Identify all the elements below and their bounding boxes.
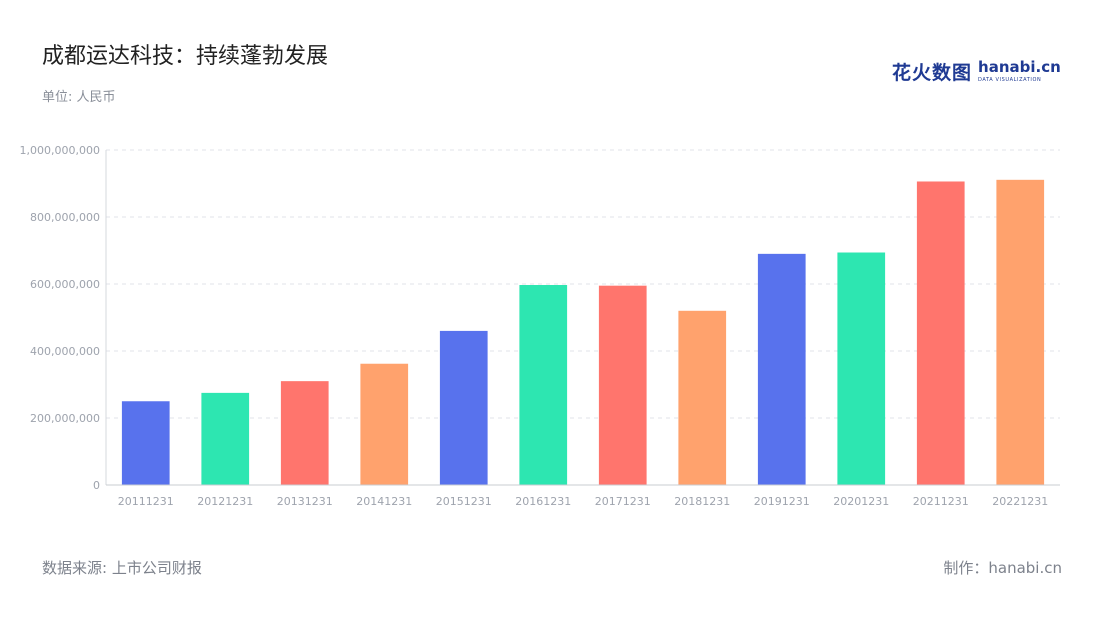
y-tick-label: 600,000,000 — [30, 278, 100, 291]
bar-20141231 — [360, 363, 409, 485]
bar-20201231 — [837, 252, 886, 485]
logo-text-cn: 花火数图 — [892, 62, 973, 84]
logo-text-en-sub: DATA VISUALIZATION — [978, 77, 1042, 83]
x-tick-label: 20161231 — [515, 495, 571, 508]
x-tick-label: 20201231 — [833, 495, 889, 508]
y-tick-label: 0 — [93, 479, 100, 492]
bar-20181231 — [678, 310, 727, 485]
bar-20161231 — [519, 285, 568, 485]
x-tick-label: 20211231 — [913, 495, 969, 508]
x-tick-label: 20151231 — [436, 495, 492, 508]
data-source: 数据来源: 上市公司财报 — [42, 559, 202, 577]
bar-20191231 — [757, 253, 806, 485]
bar-20121231 — [201, 392, 250, 485]
bar-20131231 — [280, 381, 329, 485]
x-tick-label: 20171231 — [595, 495, 651, 508]
y-tick-label: 800,000,000 — [30, 211, 100, 224]
x-tick-label: 20181231 — [674, 495, 730, 508]
logo-text-en: hanabi.cn — [978, 58, 1061, 76]
logo-text-en-group: hanabi.cn DATA VISUALIZATION — [978, 58, 1061, 84]
x-tick-label: 20121231 — [197, 495, 253, 508]
bar-20151231 — [439, 330, 488, 485]
bar-20211231 — [916, 181, 965, 486]
page-title: 成都运达科技：持续蓬勃发展 — [42, 44, 329, 69]
x-tick-label: 20141231 — [356, 495, 412, 508]
bar-20221231 — [996, 179, 1045, 485]
bar-20111231 — [121, 401, 170, 485]
unit-label: 单位: 人民币 — [42, 90, 116, 105]
x-tick-label: 20191231 — [754, 495, 810, 508]
bar-20171231 — [598, 285, 647, 485]
y-tick-label: 200,000,000 — [30, 412, 100, 425]
brand-logo: 花火数图 hanabi.cn DATA VISUALIZATION — [892, 58, 1061, 85]
credit-text: 制作：hanabi.cn — [943, 559, 1062, 577]
y-tick-label: 1,000,000,000 — [20, 144, 100, 157]
x-tick-label: 20111231 — [118, 495, 174, 508]
x-tick-label: 20221231 — [992, 495, 1048, 508]
x-tick-label: 20131231 — [277, 495, 333, 508]
y-tick-label: 400,000,000 — [30, 345, 100, 358]
